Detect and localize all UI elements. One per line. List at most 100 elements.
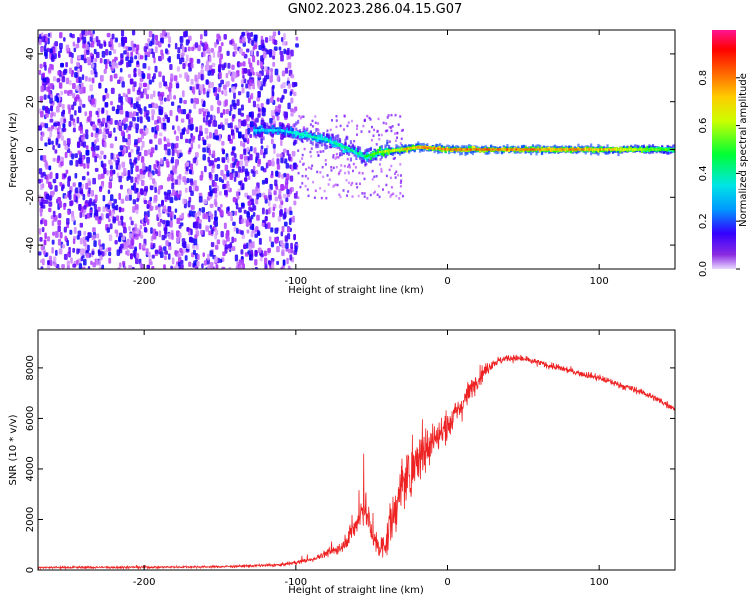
spectrogram-cell [218,177,222,182]
spectrogram-cell [95,127,99,133]
spectrogram-cell [180,259,184,265]
spectrogram-cell [114,56,118,61]
spectrogram-cell [175,115,179,122]
spectrogram-cell [309,123,312,126]
spectrogram-cell [255,125,258,130]
spectrogram-cell [624,148,627,151]
spectrogram-cell [657,148,660,151]
spectrogram-cell [161,30,166,36]
spectrogram-cell [40,266,44,269]
spectrogram-y-tick-label: -20 [25,189,36,205]
spectrogram-cell [315,127,318,132]
spectrogram-cell [278,126,282,130]
spectrogram-cell [134,176,138,183]
spectrogram-cell [270,110,275,118]
spectrogram-cell [606,144,609,149]
spectrogram-cell [105,93,110,99]
spectrogram-cell [595,150,598,155]
spectrogram-cell [157,221,162,227]
spectrogram-cell [261,179,266,185]
spectrogram-cell [369,159,373,164]
spectrogram-cell [104,88,108,94]
colorbar: 0.00.20.40.60.8 Normalized spectral ampl… [698,30,749,277]
spectrogram-cell [642,145,646,150]
spectrogram-cell [246,212,250,218]
spectrogram-cell [71,33,75,39]
spectrogram-cell [357,194,360,198]
spectrogram-cell [147,210,150,218]
spectrogram-cell [145,127,149,135]
spectrogram-cell [109,37,114,45]
spectrogram-cell [238,48,243,54]
spectrogram-cell [189,168,192,175]
spectrogram-cell [471,146,474,150]
spectrogram-cell [158,230,162,238]
spectrogram-cell [307,177,310,180]
spectrogram-cell [380,148,383,152]
spectrogram-cell [163,144,168,151]
spectrogram-cell [635,148,638,151]
spectrogram-cell [655,148,658,151]
spectrogram-cell [248,243,252,251]
spectrogram-cell [184,72,188,79]
spectrogram-cell [139,128,144,135]
spectrogram-cell [167,253,171,260]
spectrogram-cell [208,185,212,191]
spectrogram-cell [550,148,553,151]
colorbar-tick-label: 0.4 [698,165,709,181]
spectrogram-cell [208,149,212,156]
spectrogram-cell [209,132,212,139]
spectrogram-cell [464,148,467,151]
spectrogram-cell [284,129,287,133]
spectrogram-cell [617,148,620,151]
spectrogram-cell [268,260,272,266]
spectrogram-cell [295,134,298,139]
spectrogram-cell [254,250,258,256]
spectrogram-cell [333,139,336,143]
spectrogram-cell [187,35,192,41]
spectrogram-cell [622,148,626,151]
spectrogram-cell [406,147,409,151]
colorbar-tick-label: 0.8 [698,70,709,86]
spectrogram-cell [280,122,283,127]
spectrogram-cell [256,50,259,57]
spectrogram-cell [120,30,125,37]
spectrogram-cell [411,146,414,150]
spectrogram-cell [373,150,376,154]
spectrogram-cell [271,86,275,94]
spectrogram-cell [136,146,140,152]
spectrogram-cell [163,156,167,162]
spectrogram-cell [139,137,143,143]
spectrogram-cell [346,149,349,153]
spectrogram-cell [329,144,333,149]
spectrogram-cell [377,149,380,153]
spectrogram-cell [282,82,286,89]
spectrogram-cell [66,265,70,269]
spectrogram-cell [170,101,175,107]
spectrogram-cell [317,134,320,138]
spectrogram-cell [495,150,498,155]
spectrogram-cell [428,146,431,150]
spectrogram-cell [108,61,112,67]
spectrogram-cell [497,148,500,151]
spectrogram-cell [288,218,292,226]
spectrogram-cell [57,225,61,233]
spectrogram-cell [229,40,233,45]
spectrogram-cell [61,76,66,83]
spectrogram-cell [148,48,152,53]
spectrogram-cell [119,262,122,268]
spectrogram-cell [49,260,53,266]
spectrogram-cell [158,206,161,213]
spectrogram-cell [48,201,53,207]
spectrogram-cell [47,260,50,266]
spectrogram-cell [90,121,93,126]
spectrogram-cell [129,78,134,85]
spectrogram-cell [254,259,258,266]
spectrogram-cell [220,53,223,60]
spectrogram-cell [234,171,238,177]
spectrogram-cell [95,259,99,266]
spectrogram-cell [246,171,250,176]
spectrogram-cell [277,131,280,135]
spectrogram-cell [174,179,179,185]
spectrogram-cell [145,94,150,100]
